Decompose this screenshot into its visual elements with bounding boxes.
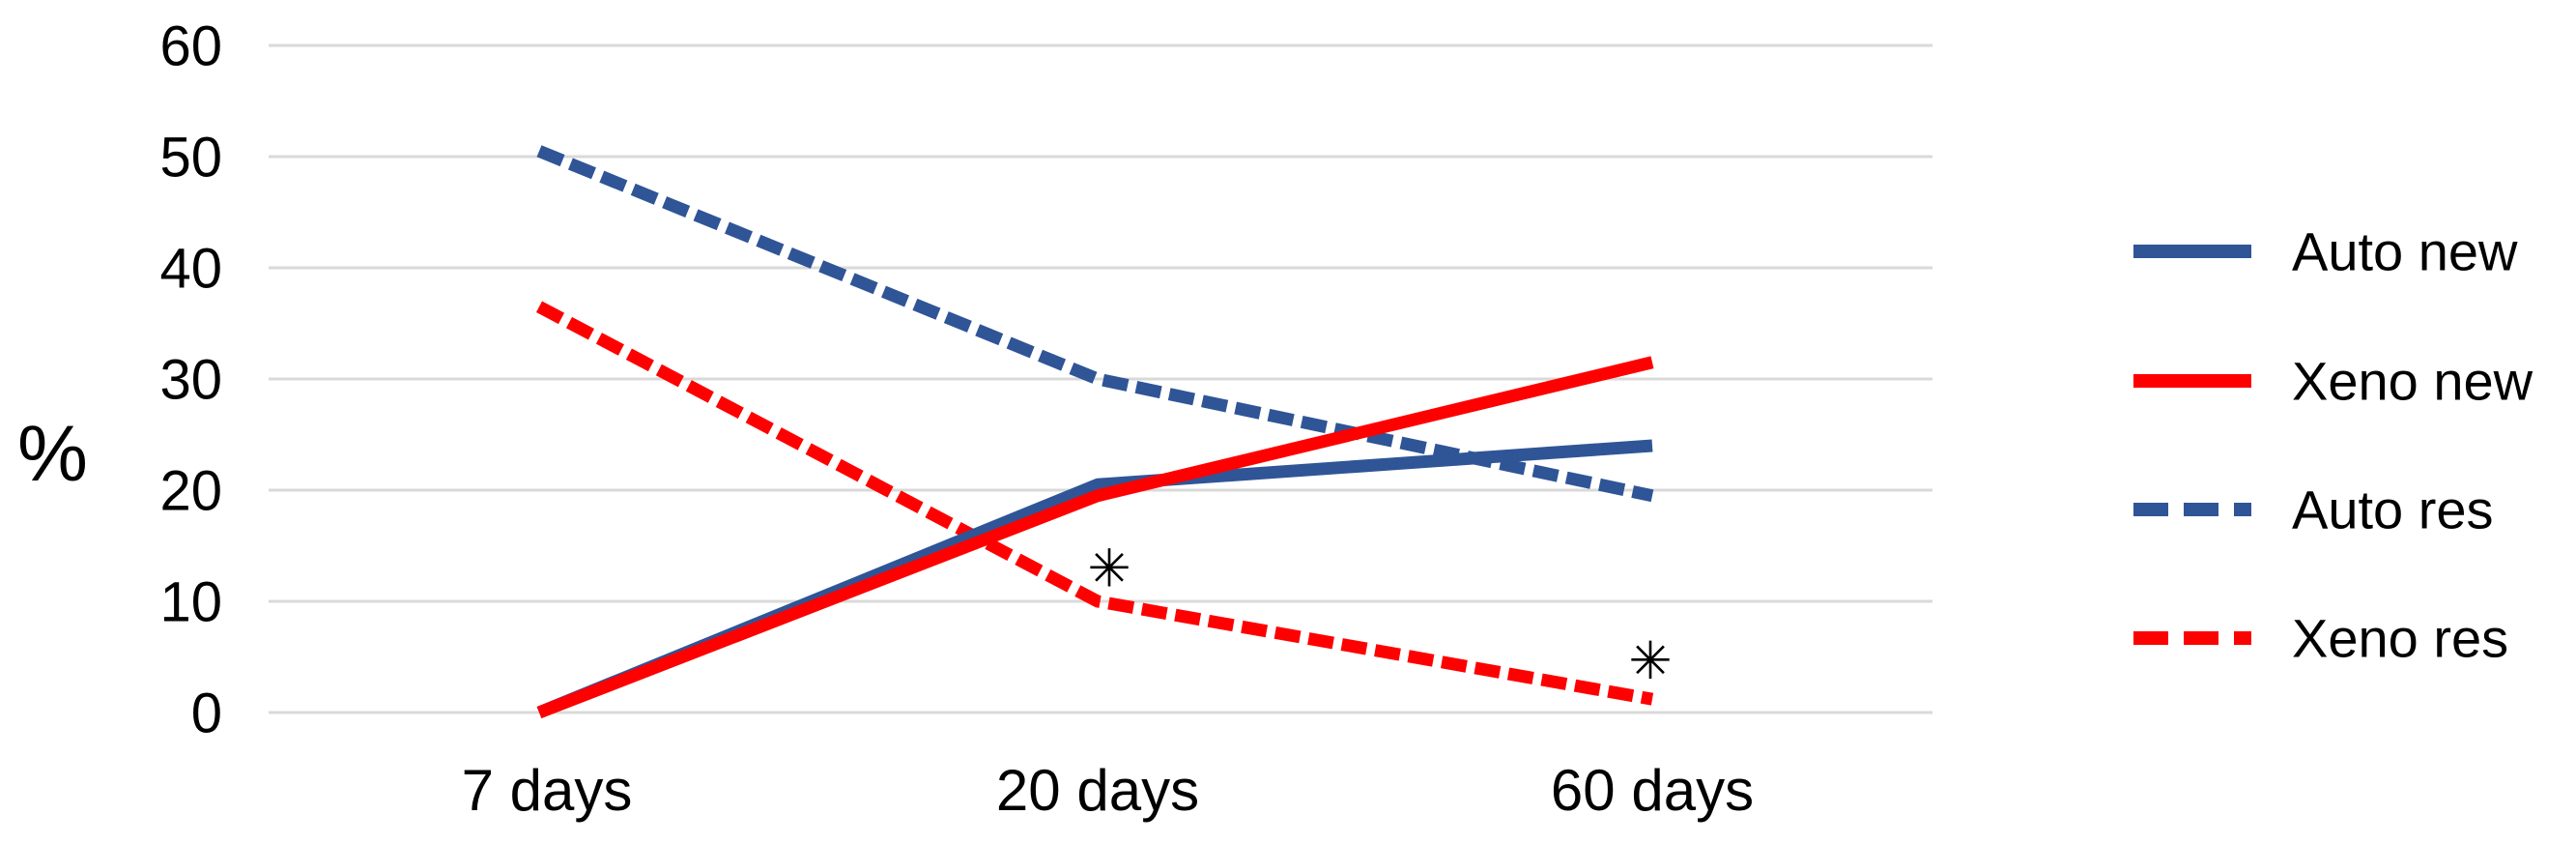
- series-line-xeno-new: [536, 356, 1654, 719]
- y-tick-label-60: 60: [159, 15, 222, 77]
- legend-label-auto-res: Auto res: [2292, 480, 2494, 540]
- legend-item-auto-new: Auto new: [2133, 221, 2518, 282]
- series-line-auto-res: [536, 145, 1654, 503]
- x-tick-label-60-days: 60 days: [1551, 758, 1754, 823]
- y-axis-title: %: [17, 410, 88, 498]
- y-tick-label-40: 40: [159, 237, 222, 300]
- legend: Auto new Xeno new Auto res Xeno res: [2133, 221, 2533, 669]
- significance-asterisk-60-days: ✳: [1628, 630, 1672, 691]
- y-tick-label-0: 0: [191, 682, 222, 744]
- y-tick-label-10: 10: [159, 570, 222, 633]
- series-lines: [535, 145, 1654, 719]
- series-line-xeno-res: [535, 301, 1654, 706]
- legend-item-auto-res: Auto res: [2133, 480, 2494, 540]
- y-tick-label-20: 20: [159, 459, 222, 522]
- y-axis-tick-labels: 0 10 20 30 40 50 60: [159, 15, 222, 744]
- x-tick-label-7-days: 7 days: [462, 758, 633, 823]
- gridlines: [269, 44, 1932, 714]
- legend-label-xeno-new: Xeno new: [2292, 351, 2533, 412]
- legend-item-xeno-res: Xeno res: [2133, 608, 2508, 669]
- y-tick-label-30: 30: [159, 348, 222, 411]
- annotations: ✳✳: [1087, 538, 1672, 691]
- x-tick-label-20-days: 20 days: [996, 758, 1199, 823]
- significance-asterisk-20-days: ✳: [1087, 538, 1131, 599]
- x-axis-tick-labels: 7 days 20 days 60 days: [462, 758, 1754, 823]
- y-tick-label-50: 50: [159, 126, 222, 189]
- y-axis-label-percent: %: [17, 410, 88, 498]
- legend-label-auto-new: Auto new: [2292, 221, 2518, 282]
- legend-item-xeno-new: Xeno new: [2133, 351, 2533, 412]
- legend-label-xeno-res: Xeno res: [2292, 608, 2508, 669]
